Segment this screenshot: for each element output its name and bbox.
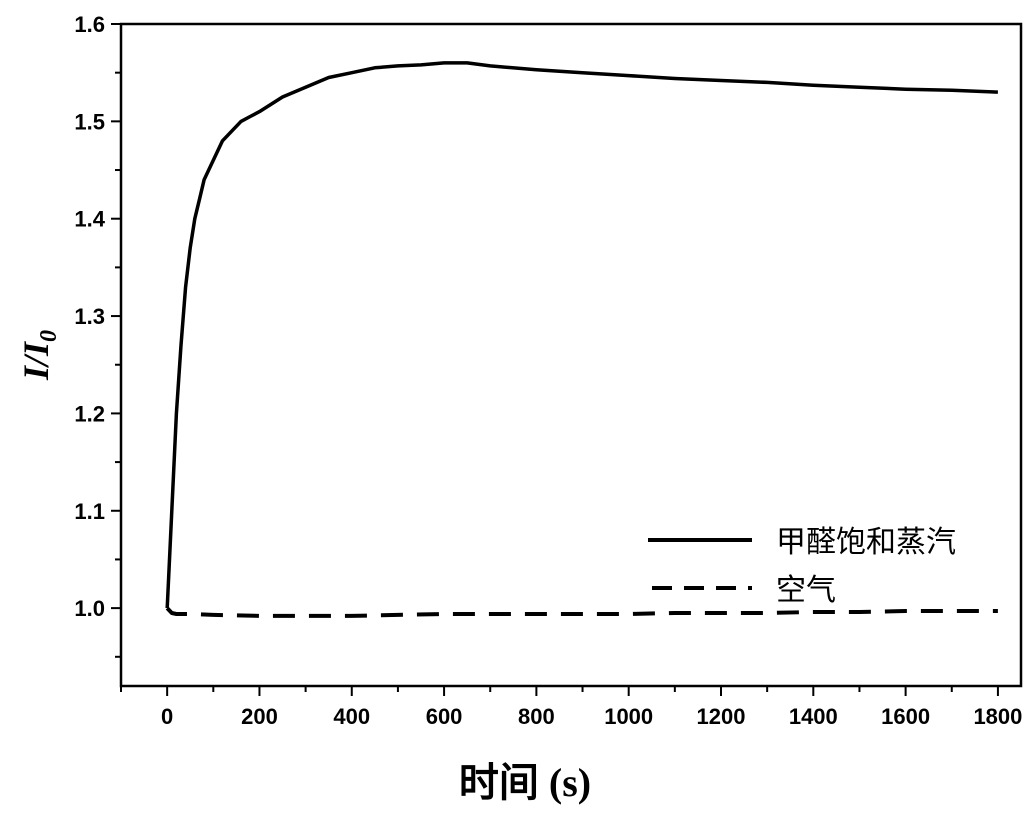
x-tick-label: 1000 bbox=[604, 704, 653, 729]
y-tick-label: 1.3 bbox=[74, 304, 105, 329]
legend: 甲醛饱和蒸汽 空气 bbox=[648, 525, 956, 608]
series-layer bbox=[165, 61, 998, 618]
x-tick-label: 0 bbox=[161, 704, 173, 729]
y-tick-label: 1.1 bbox=[74, 499, 105, 524]
x-tick-label: 200 bbox=[241, 704, 278, 729]
x-tick-label: 600 bbox=[426, 704, 463, 729]
x-tick-label: 1200 bbox=[697, 704, 746, 729]
x-tick-label: 1400 bbox=[789, 704, 838, 729]
plot-frame bbox=[119, 22, 1023, 688]
y-axis-title: I/I0 bbox=[16, 330, 62, 381]
y-tick-label: 1.0 bbox=[74, 596, 105, 621]
y-tick-label: 1.4 bbox=[74, 207, 105, 232]
x-tick-label: 800 bbox=[518, 704, 555, 729]
y-tick-label: 1.6 bbox=[74, 12, 105, 37]
legend-label-air: 空气 bbox=[776, 573, 836, 608]
x-tick-label: 400 bbox=[333, 704, 370, 729]
legend-label-formaldehyde: 甲醛饱和蒸汽 bbox=[776, 525, 956, 560]
x-tick-label: 1800 bbox=[973, 704, 1022, 729]
y-tick-label: 1.5 bbox=[74, 109, 105, 134]
y-tick-label: 1.2 bbox=[74, 401, 105, 426]
y-ticks: 1.0 1.1 1.2 1.3 1.4 1.5 1.6 bbox=[74, 12, 121, 658]
series-line-air bbox=[165, 606, 998, 618]
series-line-formaldehyde bbox=[165, 61, 998, 609]
x-ticks: 0 200 400 600 800 1000 1200 1400 1600 1800 bbox=[120, 686, 1022, 729]
x-axis-title: 时间 (s) bbox=[459, 760, 591, 805]
x-tick-label: 1600 bbox=[881, 704, 930, 729]
